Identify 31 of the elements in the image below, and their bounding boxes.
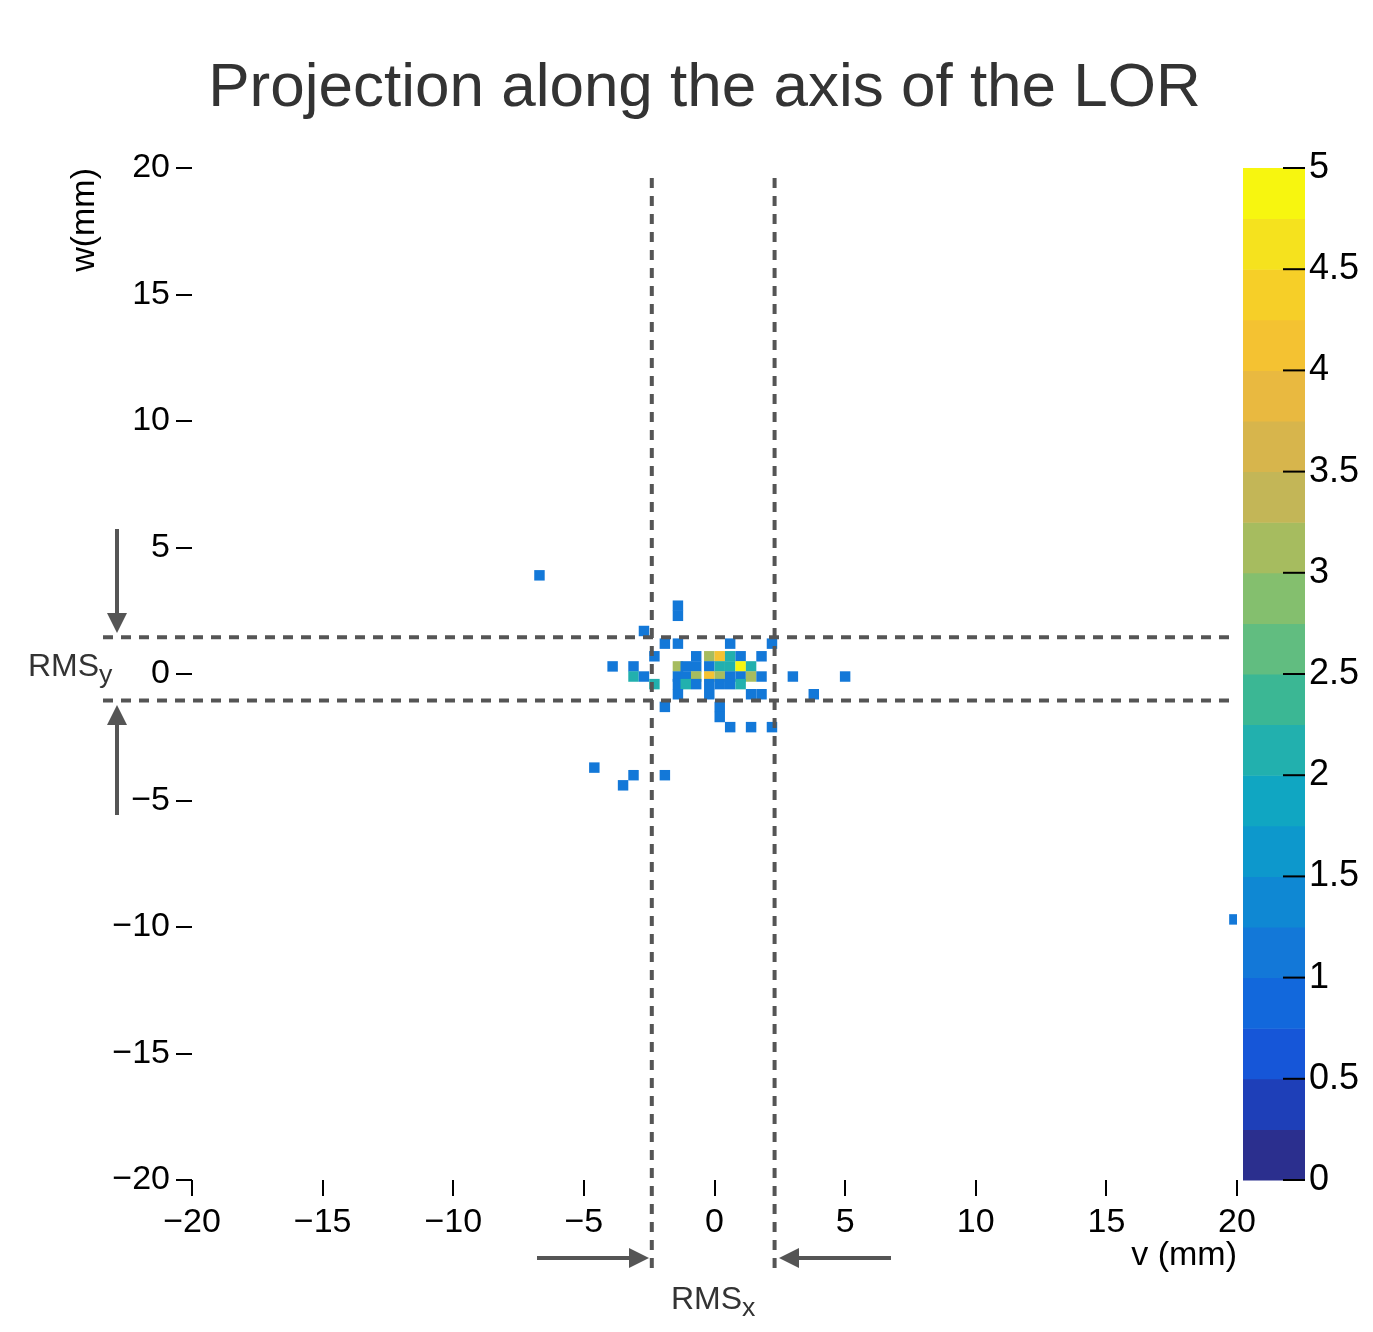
- y-tick-label: 0: [151, 652, 170, 691]
- color-bar-label: 0.5: [1309, 1055, 1360, 1097]
- x-tick-label: −15: [293, 1200, 352, 1239]
- color-bar-label: 4.5: [1309, 246, 1360, 288]
- y-tick-label: −10: [112, 905, 170, 944]
- color-bar-label: 1.5: [1309, 853, 1360, 895]
- color-bar-label: 2: [1309, 752, 1330, 794]
- color-bar-label: 1: [1309, 954, 1330, 996]
- x-tick-label: 5: [835, 1200, 855, 1239]
- color-bar-label: 3.5: [1309, 448, 1360, 490]
- color-bar-label: 4: [1309, 347, 1330, 389]
- color-bar-label: 5: [1309, 144, 1330, 186]
- text: RMS$_{x}$: [669, 1280, 757, 1324]
- y-tick-label: 20: [132, 146, 170, 185]
- color-bar-label: 3: [1309, 549, 1330, 591]
- x-tick-label: 10: [956, 1200, 995, 1239]
- y-tick-label: −20: [112, 1158, 170, 1197]
- x-tick-label: 15: [1087, 1200, 1126, 1239]
- y-axis-title: w(mm): [63, 168, 101, 273]
- y-tick-label: 10: [132, 399, 170, 438]
- color-bar-label: 2.5: [1309, 650, 1360, 692]
- x-tick-label: −5: [564, 1200, 604, 1239]
- chart-title: Projection along the axis of the LOR: [208, 50, 1201, 119]
- x-tick-label: −10: [424, 1200, 483, 1239]
- y-tick-label: 5: [151, 525, 170, 564]
- y-tick-label: −15: [112, 1031, 170, 1070]
- color-bar-label: 0: [1309, 1156, 1330, 1198]
- text: RMS$_{y}$: [28, 646, 113, 691]
- x-tick-label: 0: [705, 1200, 724, 1239]
- y-tick-label: −5: [131, 778, 170, 817]
- y-tick-label: 15: [132, 272, 170, 311]
